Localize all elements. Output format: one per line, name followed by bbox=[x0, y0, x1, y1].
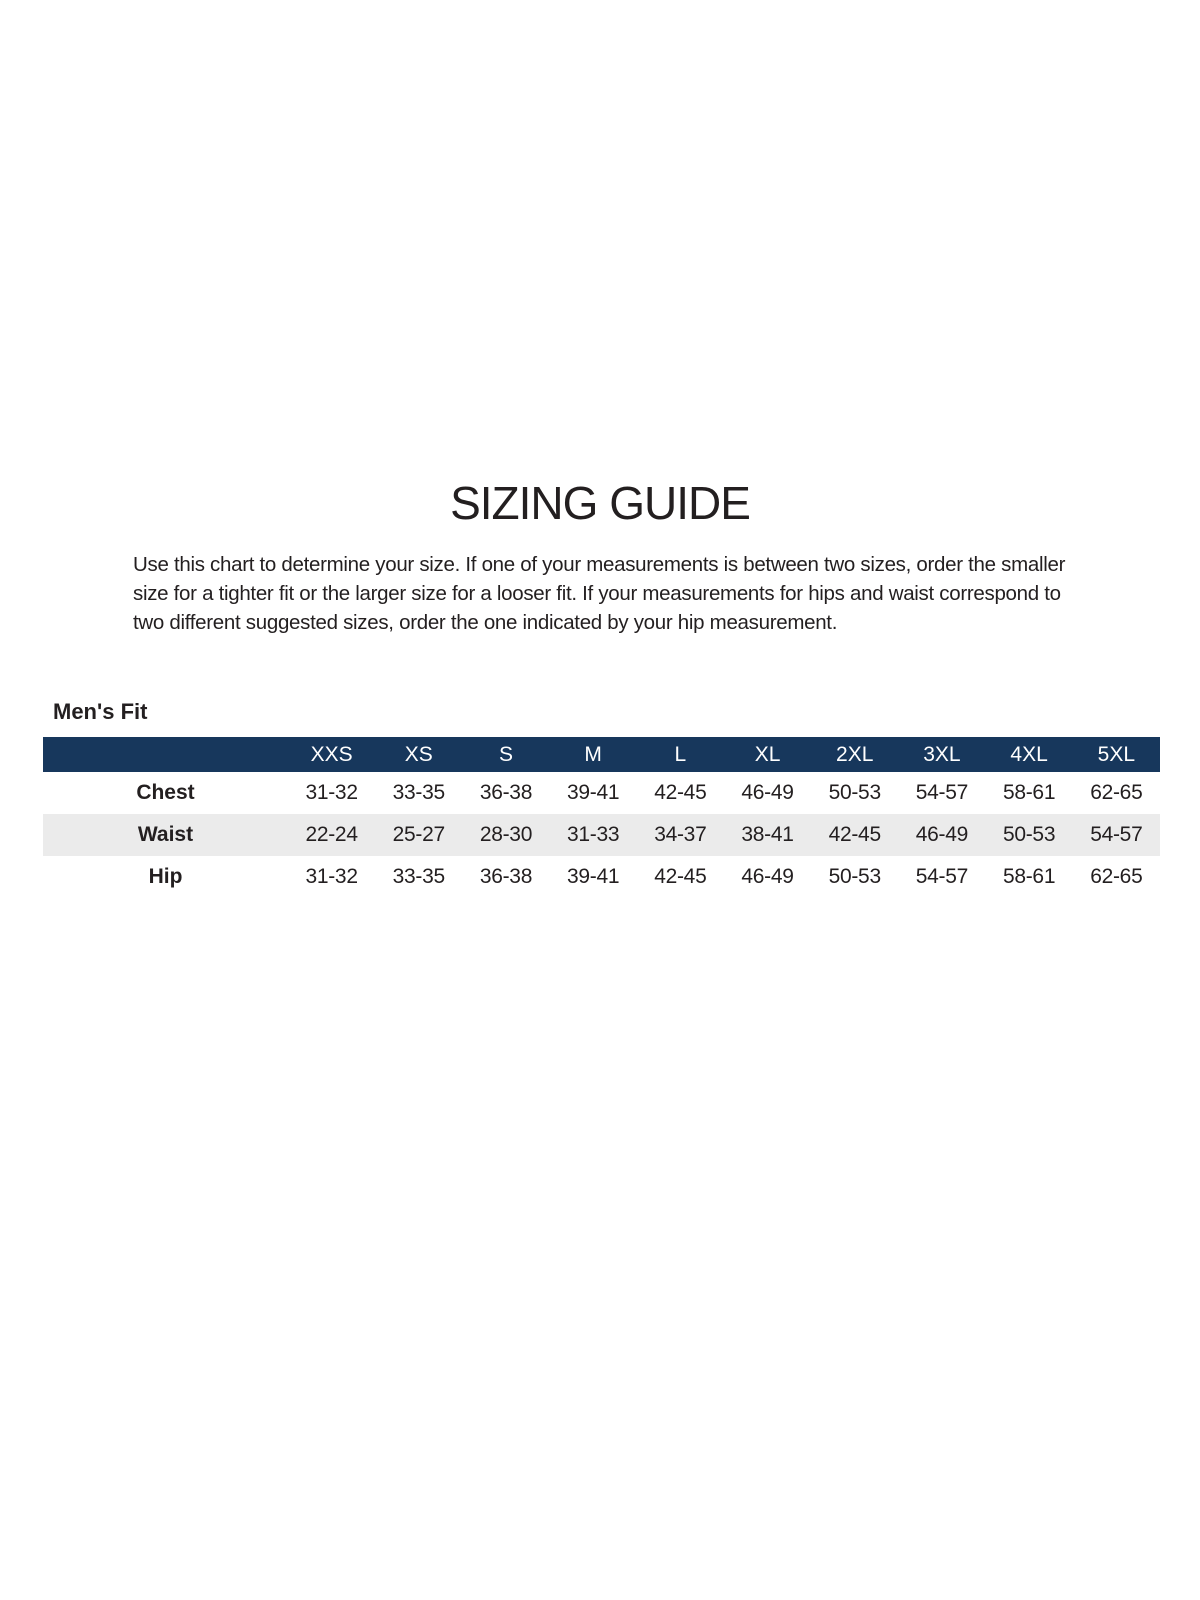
table-cell: 36-38 bbox=[479, 865, 533, 888]
table-cell: 28-30 bbox=[479, 823, 533, 846]
table-cell: 31-33 bbox=[567, 823, 620, 846]
col-header-4xl: 4XL bbox=[985, 737, 1073, 772]
table-cell: 54-57 bbox=[915, 781, 969, 804]
table-cell: 25-27 bbox=[392, 823, 446, 846]
row-label-chest: Chest bbox=[136, 781, 195, 804]
table-cell: 39-41 bbox=[567, 781, 620, 804]
table-cell: 34-37 bbox=[654, 823, 707, 846]
table-row-waist: Waist 22-24 25-27 28-30 31-33 34-37 38-4… bbox=[43, 814, 1160, 856]
table-cell: 33-35 bbox=[392, 781, 446, 804]
table-cell: 54-57 bbox=[1090, 823, 1143, 846]
intro-line-1: Use this chart to determine your size. I… bbox=[133, 553, 1066, 576]
table-cell: 46-49 bbox=[915, 823, 969, 846]
col-header-xl: XL bbox=[723, 737, 812, 772]
table-cell: 31-32 bbox=[305, 781, 358, 804]
table-cell: 46-49 bbox=[741, 781, 794, 804]
size-table: XXS XS S M L XL 2XL 3XL 4XL 5XL Chest 31… bbox=[43, 737, 1160, 898]
intro-line-2: size for a tighter fit or the larger siz… bbox=[133, 582, 1061, 605]
table-cell: 42-45 bbox=[654, 781, 707, 804]
table-cell: 39-41 bbox=[567, 865, 620, 888]
size-table-header-row: XXS XS S M L XL 2XL 3XL 4XL 5XL bbox=[43, 737, 1160, 772]
table-cell: 54-57 bbox=[915, 865, 969, 888]
table-cell: 58-61 bbox=[1002, 865, 1056, 888]
col-header-s: S bbox=[462, 737, 550, 772]
row-label-hip: Hip bbox=[148, 865, 183, 888]
table-row-chest: Chest 31-32 33-35 36-38 39-41 42-45 46-4… bbox=[43, 772, 1160, 814]
table-cell: 50-53 bbox=[1002, 823, 1056, 846]
table-cell: 42-45 bbox=[654, 865, 707, 888]
page-title: SIZING GUIDE bbox=[450, 477, 751, 529]
table-cell: 58-61 bbox=[1002, 781, 1056, 804]
intro-line-3: two different suggested sizes, order the… bbox=[133, 611, 838, 634]
col-header-3xl: 3XL bbox=[898, 737, 986, 772]
table-cell: 62-65 bbox=[1090, 865, 1143, 888]
table-cell: 22-24 bbox=[305, 823, 358, 846]
table-cell: 33-35 bbox=[392, 865, 446, 888]
corner-cell bbox=[43, 737, 288, 772]
table-cell: 42-45 bbox=[828, 823, 882, 846]
col-header-xs: XS bbox=[375, 737, 463, 772]
section-label-mens-fit: Men's Fit bbox=[53, 699, 148, 724]
intro-paragraph: Use this chart to determine your size. I… bbox=[133, 550, 1065, 637]
col-header-5xl: 5XL bbox=[1072, 737, 1160, 772]
col-header-l: L bbox=[636, 737, 724, 772]
table-row-hip: Hip 31-32 33-35 36-38 39-41 42-45 46-49 … bbox=[43, 856, 1160, 898]
col-header-2xl: 2XL bbox=[811, 737, 899, 772]
row-label-waist: Waist bbox=[137, 823, 194, 846]
table-cell: 62-65 bbox=[1090, 781, 1143, 804]
table-cell: 36-38 bbox=[479, 781, 533, 804]
col-header-m: M bbox=[549, 737, 637, 772]
table-cell: 50-53 bbox=[828, 781, 882, 804]
table-cell: 31-32 bbox=[305, 865, 358, 888]
table-cell: 46-49 bbox=[741, 865, 794, 888]
table-cell: 50-53 bbox=[828, 865, 882, 888]
col-header-xxs: XXS bbox=[288, 737, 376, 772]
table-cell: 38-41 bbox=[741, 823, 794, 846]
